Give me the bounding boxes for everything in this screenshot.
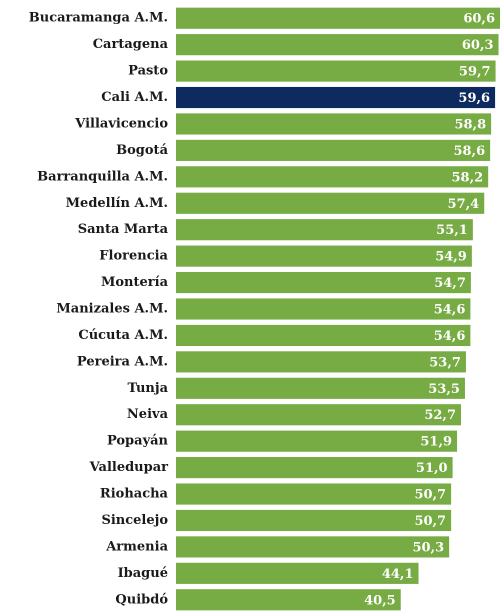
category-label: Armenia [105, 539, 168, 554]
category-label: Cali A.M. [101, 90, 168, 105]
value-label: 54,6 [434, 329, 466, 344]
bar [176, 483, 452, 505]
value-label: 54,6 [434, 303, 466, 318]
value-label: 54,7 [434, 276, 466, 291]
category-label: Manizales A.M. [56, 302, 168, 317]
bar [176, 219, 473, 241]
category-label: Medellín A.M. [66, 196, 168, 211]
category-label: Santa Marta [78, 222, 169, 237]
value-label: 40,5 [364, 593, 396, 608]
category-label: Popayán [107, 434, 169, 449]
value-label: 52,7 [424, 408, 456, 423]
bar [176, 457, 453, 479]
value-label: 59,6 [458, 91, 490, 106]
value-label: 50,3 [412, 540, 444, 555]
bar [176, 404, 462, 426]
category-label: Cartagena [93, 37, 169, 52]
value-label: 50,7 [414, 514, 446, 529]
bar [176, 351, 466, 373]
bar [176, 298, 471, 320]
category-label: Riohacha [100, 487, 169, 502]
value-label: 50,7 [414, 488, 446, 503]
category-label: Cúcuta A.M. [78, 328, 168, 343]
value-label: 53,7 [429, 355, 461, 370]
value-label: 60,3 [462, 38, 494, 53]
value-label: 58,2 [451, 170, 483, 185]
category-label: Bogotá [116, 143, 168, 158]
value-label: 51,0 [416, 461, 448, 476]
category-label: Barranquilla A.M. [37, 169, 168, 184]
bar [176, 377, 465, 399]
bar [176, 139, 491, 161]
bar [176, 430, 458, 452]
bar [176, 113, 492, 135]
value-label: 58,6 [453, 144, 485, 159]
category-label: Sincelejo [101, 513, 168, 528]
bar [176, 86, 496, 109]
category-label: Villavicencio [74, 116, 168, 131]
category-label: Ibagué [118, 566, 168, 581]
bar [176, 192, 485, 214]
value-label: 51,9 [420, 435, 452, 450]
bar [176, 536, 450, 558]
bar [176, 509, 452, 532]
bar [176, 34, 499, 56]
category-label: Montería [101, 275, 169, 290]
category-label: Valledupar [89, 460, 169, 475]
value-label: 44,1 [382, 567, 414, 582]
category-label: Neiva [127, 407, 169, 422]
value-label: 60,6 [463, 12, 495, 27]
bar [176, 60, 496, 82]
category-label: Pasto [128, 64, 168, 79]
value-label: 58,8 [454, 117, 486, 132]
bar [176, 271, 471, 294]
value-label: 54,9 [435, 250, 467, 265]
bar [176, 245, 472, 267]
category-label: Tunja [127, 381, 168, 396]
category-label: Bucaramanga A.M. [29, 11, 168, 26]
value-label: 55,1 [436, 223, 468, 238]
category-label: Pereira A.M. [77, 354, 168, 369]
category-label: Florencia [99, 249, 168, 264]
bar [176, 562, 419, 584]
category-label: Quibdó [115, 592, 168, 607]
value-label: 57,4 [448, 197, 480, 212]
value-label: 53,5 [428, 382, 460, 397]
bar [176, 166, 489, 188]
bar [176, 324, 471, 347]
bar [176, 7, 501, 29]
bar [176, 589, 401, 611]
value-label: 59,7 [459, 65, 491, 80]
